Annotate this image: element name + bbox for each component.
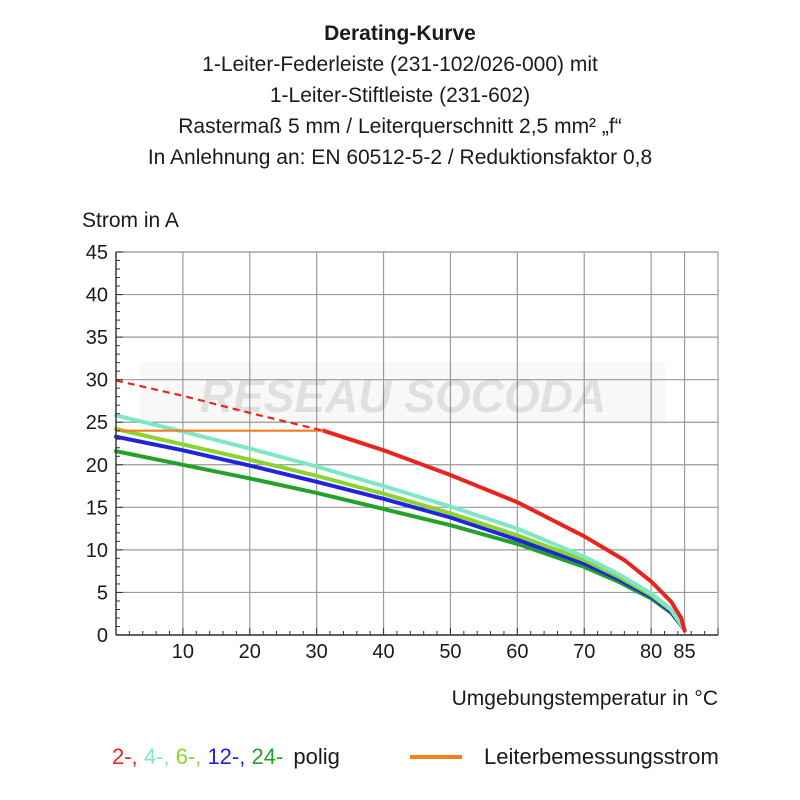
legend-rated-label: Leiterbemessungsstrom [484, 744, 719, 769]
chart-subtitle-2: 1-Leiter-Stiftleiste (231-602) [269, 84, 531, 107]
y-tick-label-40: 40 [86, 285, 108, 307]
legend-item-12: 12-, [207, 744, 246, 769]
chart-title: Derating-Kurve [324, 22, 476, 45]
series-line-24 [114, 449, 687, 632]
series-line-2 [321, 428, 687, 633]
x-tick-label-60: 60 [506, 641, 528, 663]
chart-title-block: Derating-Kurve 1-Leiter-Federleiste (231… [0, 18, 800, 173]
legend-item-6: 6-, [175, 744, 202, 769]
series-line-12 [114, 434, 687, 632]
watermark-text: RESEAU SOCODA [200, 370, 606, 422]
chart-subtitle-3: Rastermaß 5 mm / Leiterquerschnitt 2,5 m… [178, 115, 622, 138]
watermark-band [140, 362, 665, 424]
x-tick-label-40: 40 [372, 641, 394, 663]
chart-subtitle-1: 1-Leiter-Federleiste (231-102/026-000) m… [202, 53, 598, 76]
watermark: RESEAU SOCODA [140, 362, 665, 424]
y-tick-label-15: 15 [86, 497, 108, 519]
y-tick-label-5: 5 [97, 582, 108, 604]
series-line-6 [114, 427, 687, 632]
legend-item-2: 2-, [112, 744, 138, 769]
series-line-4 [114, 413, 687, 632]
legend-item-4: 4-, [143, 744, 170, 769]
y-tick-label-35: 35 [86, 327, 108, 349]
legend-polig-suffix: polig [293, 744, 340, 769]
y-tick-label-10: 10 [86, 540, 108, 562]
series-group [114, 379, 687, 633]
legend-polig: 2-, 4-, 6-, 12-, 24- polig [112, 744, 340, 770]
x-tick-label-70: 70 [573, 641, 595, 663]
x-tick-label-10: 10 [172, 641, 194, 663]
y-tick-label-30: 30 [86, 370, 108, 392]
y-tick-label-45: 45 [86, 242, 108, 264]
y-axis-label: Strom in A [82, 209, 179, 232]
x-tick-label-50: 50 [439, 641, 461, 663]
x-tick-label-20: 20 [239, 641, 261, 663]
legend-rated: Leiterbemessungsstrom [410, 744, 719, 770]
y-tick-label-0: 0 [97, 625, 108, 647]
legend-item-24: 24- [251, 744, 284, 769]
x-tick-label-30: 30 [306, 641, 328, 663]
chart-subtitle-4: In Anlehnung an: EN 60512-5-2 / Reduktio… [147, 146, 653, 169]
x-tick-label-80: 80 [640, 641, 662, 663]
y-tick-label-25: 25 [86, 412, 108, 434]
y-tick-label-20: 20 [86, 455, 108, 477]
axes: 0 5 10 15 20 25 30 35 40 45 10 20 30 40 50 60 70 80 85 [86, 242, 719, 663]
x-axis-label: Umgebungstemperatur in °C [452, 687, 718, 710]
grid [115, 251, 719, 636]
legend-rated-swatch [410, 755, 462, 759]
x-tick-label-85: 85 [673, 641, 695, 663]
